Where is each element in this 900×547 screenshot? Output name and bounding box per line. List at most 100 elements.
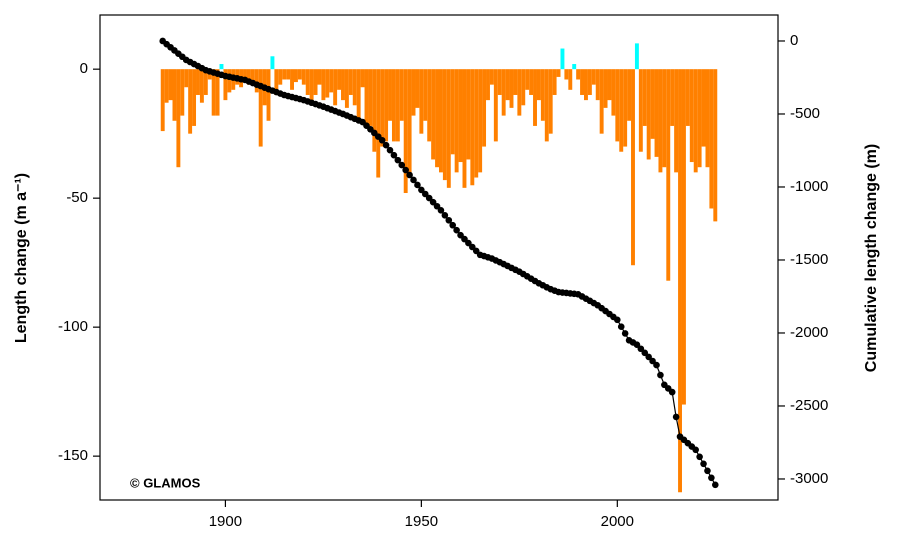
bar bbox=[391, 69, 396, 142]
bar bbox=[384, 69, 389, 142]
bar bbox=[372, 69, 377, 152]
bar bbox=[572, 64, 577, 70]
point bbox=[614, 316, 621, 324]
bar bbox=[293, 69, 298, 83]
bar bbox=[411, 69, 416, 116]
bar bbox=[517, 69, 522, 116]
bar bbox=[442, 69, 447, 181]
bar bbox=[172, 69, 177, 121]
bar bbox=[486, 69, 490, 101]
bar bbox=[580, 69, 585, 95]
y-axis-title: Length change (m a⁻¹) bbox=[13, 173, 30, 343]
point bbox=[406, 171, 413, 179]
point bbox=[672, 413, 680, 421]
bar bbox=[290, 69, 294, 90]
bar bbox=[705, 69, 710, 168]
bar bbox=[403, 69, 408, 194]
point bbox=[617, 323, 625, 331]
point bbox=[437, 207, 445, 214]
y-tick-label: -150 bbox=[58, 447, 88, 464]
bar bbox=[352, 69, 357, 106]
bar bbox=[709, 69, 714, 209]
bar bbox=[423, 69, 428, 121]
bar bbox=[337, 69, 342, 90]
bar bbox=[203, 69, 208, 95]
bar bbox=[199, 69, 204, 103]
point bbox=[657, 371, 664, 379]
bar bbox=[184, 69, 189, 88]
bar bbox=[341, 69, 345, 101]
bar bbox=[419, 69, 424, 134]
bar bbox=[634, 43, 639, 70]
bar bbox=[493, 69, 498, 142]
bar bbox=[446, 69, 451, 188]
bar bbox=[670, 69, 675, 126]
point bbox=[668, 388, 676, 396]
bar bbox=[529, 69, 534, 95]
bar bbox=[654, 69, 659, 157]
point bbox=[704, 467, 711, 475]
bar bbox=[168, 69, 173, 101]
point bbox=[649, 357, 656, 365]
bar bbox=[309, 69, 314, 106]
bar bbox=[619, 69, 624, 152]
bar bbox=[584, 69, 588, 101]
bar bbox=[282, 69, 287, 80]
bar bbox=[254, 69, 259, 93]
bar bbox=[666, 69, 671, 281]
bar bbox=[180, 69, 185, 116]
point bbox=[429, 198, 437, 206]
point bbox=[692, 446, 699, 454]
bar bbox=[521, 69, 526, 106]
bar bbox=[176, 69, 181, 168]
annotation: © GLAMOS bbox=[130, 475, 201, 490]
bar bbox=[623, 69, 628, 147]
bar bbox=[564, 69, 569, 80]
bar bbox=[513, 69, 518, 95]
x-tick-label: 2000 bbox=[601, 513, 634, 530]
bar bbox=[380, 69, 385, 147]
bar bbox=[505, 69, 510, 101]
point bbox=[637, 345, 645, 353]
bar bbox=[223, 69, 228, 101]
bar bbox=[470, 69, 475, 186]
bar bbox=[192, 69, 197, 126]
point bbox=[410, 176, 417, 184]
point bbox=[386, 146, 394, 154]
bar bbox=[697, 69, 702, 168]
bar bbox=[631, 69, 635, 266]
bar bbox=[395, 69, 400, 142]
point bbox=[433, 202, 441, 210]
bar bbox=[458, 69, 463, 163]
bar bbox=[536, 69, 541, 101]
bar bbox=[325, 69, 330, 98]
bar bbox=[364, 69, 369, 126]
bar bbox=[407, 69, 412, 178]
bar bbox=[317, 69, 322, 85]
bar bbox=[450, 69, 455, 155]
point bbox=[394, 156, 402, 164]
bar bbox=[356, 69, 361, 121]
bar bbox=[301, 69, 306, 85]
point bbox=[641, 349, 649, 357]
bar bbox=[693, 69, 698, 173]
bar bbox=[497, 69, 502, 95]
bar bbox=[685, 69, 690, 126]
bar bbox=[427, 69, 432, 142]
bar bbox=[509, 69, 514, 108]
point bbox=[390, 151, 398, 159]
bar bbox=[297, 69, 302, 80]
bar bbox=[431, 69, 436, 160]
bar bbox=[603, 69, 608, 108]
point bbox=[441, 212, 449, 219]
y2-axis-title: Cumulative length change (m) bbox=[863, 144, 880, 372]
bar bbox=[525, 69, 530, 90]
bar bbox=[360, 69, 365, 88]
point bbox=[398, 161, 406, 169]
y2-tick-label: 0 bbox=[790, 32, 798, 49]
bar bbox=[160, 69, 165, 132]
bar bbox=[219, 64, 224, 70]
bar bbox=[243, 69, 247, 83]
x-tick-label: 1950 bbox=[405, 513, 438, 530]
